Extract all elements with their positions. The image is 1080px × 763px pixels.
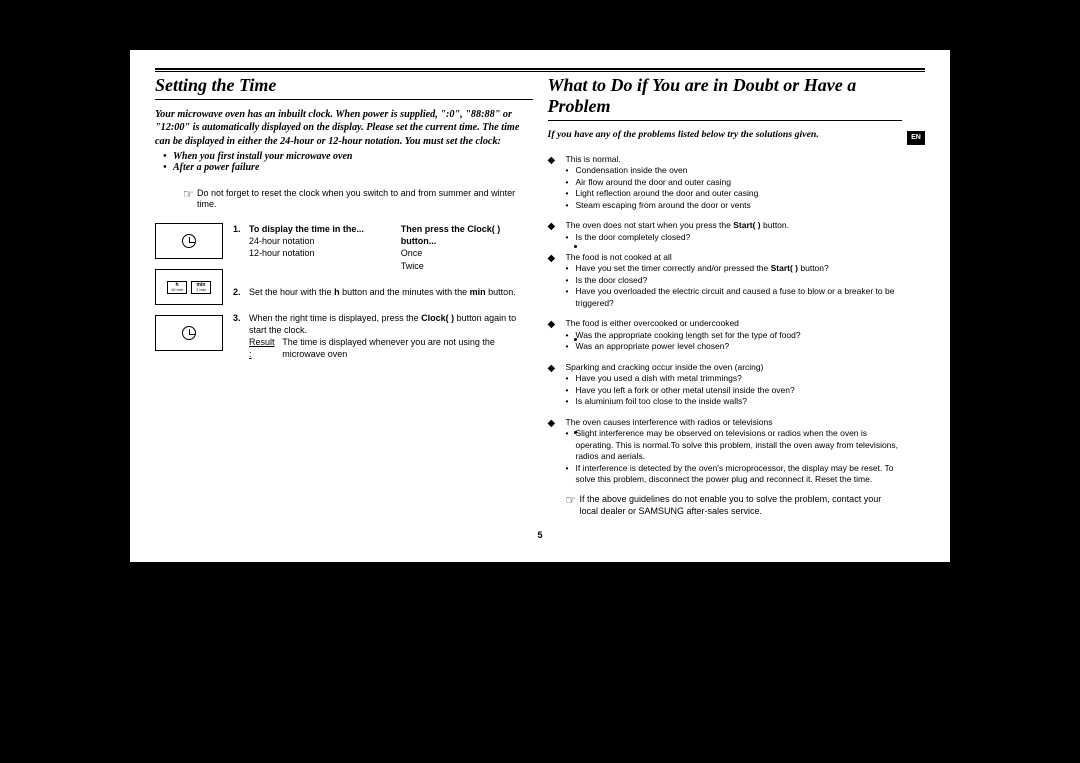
trouble-sub-list: Slight interference may be observed on t… [566, 428, 903, 485]
trouble-head: This is normal. [566, 154, 903, 165]
result-label: Result : [249, 336, 276, 360]
diamond-icon: ◆ [548, 220, 566, 243]
trouble-body: The oven does not start when you press t… [566, 220, 903, 243]
title-rule-right [548, 120, 903, 121]
table-header: Then press the Clock( ) button... [401, 223, 533, 247]
top-rule-heavy [155, 68, 925, 70]
trouble-sub-item: Is the door completely closed? [566, 232, 903, 243]
table-cell: 24-hour notation [249, 235, 381, 247]
margin-dots [574, 245, 577, 524]
trouble-sub-item: Is the door closed? [566, 275, 903, 286]
trouble-sub-item: Slight interference may be observed on t… [566, 428, 903, 462]
h-button-icon: h 10 min [167, 281, 187, 294]
intro-bullet: When you first install your microwave ov… [173, 151, 533, 162]
trouble-item: ◆The oven does not start when you press … [548, 220, 903, 243]
columns: Setting the Time Your microwave oven has… [155, 75, 925, 518]
step-content: 1. To display the time in the... 24-hour… [233, 223, 533, 374]
trouble-item: ◆This is normal.Condensation inside the … [548, 154, 903, 211]
step-diagrams: h 10 min min 1 min [155, 223, 223, 374]
dot-icon [574, 245, 577, 248]
trouble-sub-list: Condensation inside the ovenAir flow aro… [566, 165, 903, 211]
step-num: 3. [233, 312, 249, 361]
trouble-item: ◆The oven causes interference with radio… [548, 417, 903, 486]
title-rule-left [155, 99, 533, 100]
trouble-sub-item: Condensation inside the oven [566, 165, 903, 176]
hand-point-icon: ☞ [183, 188, 197, 211]
language-tab: EN [907, 131, 925, 145]
section-title-right: What to Do if You are in Doubt or Have a… [548, 75, 903, 117]
trouble-body: This is normal.Condensation inside the o… [566, 154, 903, 211]
trouble-sub-item: Air flow around the door and outer casin… [566, 177, 903, 188]
dot-icon [574, 338, 577, 341]
trouble-sub-list: Is the door completely closed? [566, 232, 903, 243]
table-header: To display the time in the... [249, 223, 381, 235]
trouble-sub-item: Have you set the timer correctly and/or … [566, 263, 903, 274]
trouble-sub-item: Have you overloaded the electric circuit… [566, 286, 903, 309]
right-column-wrap: What to Do if You are in Doubt or Have a… [548, 75, 926, 518]
trouble-head: The oven causes interference with radios… [566, 417, 903, 428]
diamond-icon: ◆ [548, 154, 566, 211]
section-title-left: Setting the Time [155, 75, 533, 96]
final-note: ☞ If the above guidelines do not enable … [566, 494, 903, 517]
intro-left: Your microwave oven has an inbuilt clock… [155, 108, 533, 148]
step-3: 3. When the right time is displayed, pre… [233, 312, 533, 361]
result-text: The time is displayed whenever you are n… [282, 336, 532, 360]
intro-right: If you have any of the problems listed b… [548, 129, 903, 142]
step-num: 2. [233, 286, 249, 298]
note-callout: ☞ Do not forget to reset the clock when … [183, 188, 533, 211]
trouble-sub-item: Have you left a fork or other metal uten… [566, 385, 903, 396]
trouble-item: ◆Sparking and cracking occur inside the … [548, 362, 903, 408]
clock-icon [182, 326, 196, 340]
diamond-icon: ◆ [548, 252, 566, 309]
trouble-sub-item: Have you used a dish with metal trimming… [566, 373, 903, 384]
trouble-head: The oven does not start when you press t… [566, 220, 903, 231]
table-cell: 12-hour notation [249, 247, 381, 259]
trouble-body: The oven causes interference with radios… [566, 417, 903, 486]
note-text: Do not forget to reset the clock when yo… [197, 188, 533, 211]
trouble-head: The food is not cooked at all [566, 252, 903, 263]
diagram-h-min: h 10 min min 1 min [155, 269, 223, 305]
steps-area: h 10 min min 1 min [155, 223, 533, 374]
trouble-head: Sparking and cracking occur inside the o… [566, 362, 903, 373]
diagram-clock-2 [155, 315, 223, 351]
trouble-sub-item: Was the appropriate cooking length set f… [566, 330, 903, 341]
trouble-sub-item: Is aluminium foil too close to the insid… [566, 396, 903, 407]
page-number: 5 [155, 530, 925, 540]
trouble-sub-list: Have you set the timer correctly and/or … [566, 263, 903, 309]
trouble-item: ◆The food is not cooked at allHave you s… [548, 252, 903, 309]
final-note-text: If the above guidelines do not enable yo… [580, 494, 903, 517]
troubleshooting-list: ◆This is normal.Condensation inside the … [548, 154, 903, 486]
trouble-body: Sparking and cracking occur inside the o… [566, 362, 903, 408]
step-num: 1. [233, 223, 249, 272]
trouble-item: ◆The food is either overcooked or underc… [548, 318, 903, 352]
trouble-body: The food is either overcooked or underco… [566, 318, 903, 352]
trouble-sub-list: Was the appropriate cooking length set f… [566, 330, 903, 353]
top-rule-thin [155, 71, 925, 72]
dot-icon [574, 431, 577, 434]
left-column: Setting the Time Your microwave oven has… [155, 75, 533, 518]
intro-bullets: When you first install your microwave ov… [173, 151, 533, 173]
intro-bullet: After a power failure [173, 162, 533, 173]
trouble-sub-item: Steam escaping from around the door or v… [566, 200, 903, 211]
manual-page: Setting the Time Your microwave oven has… [130, 50, 950, 562]
trouble-sub-item: If interference is detected by the oven'… [566, 463, 903, 486]
trouble-head: The food is either overcooked or underco… [566, 318, 903, 329]
diagram-clock-1 [155, 223, 223, 259]
step-2: 2. Set the hour with the h button and th… [233, 286, 533, 298]
result-row: Result : The time is displayed whenever … [249, 336, 533, 360]
right-column: What to Do if You are in Doubt or Have a… [548, 75, 903, 518]
min-button-icon: min 1 min [191, 281, 211, 294]
step-1: 1. To display the time in the... 24-hour… [233, 223, 533, 272]
table-cell: Once [401, 247, 533, 259]
diamond-icon: ◆ [548, 362, 566, 408]
trouble-sub-list: Have you used a dish with metal trimming… [566, 373, 903, 407]
trouble-sub-item: Was an appropriate power level chosen? [566, 341, 903, 352]
clock-icon [182, 234, 196, 248]
diamond-icon: ◆ [548, 417, 566, 486]
table-cell: Twice [401, 260, 533, 272]
trouble-body: The food is not cooked at allHave you se… [566, 252, 903, 309]
trouble-sub-item: Light reflection around the door and out… [566, 188, 903, 199]
hand-point-icon: ☞ [566, 494, 580, 517]
diamond-icon: ◆ [548, 318, 566, 352]
